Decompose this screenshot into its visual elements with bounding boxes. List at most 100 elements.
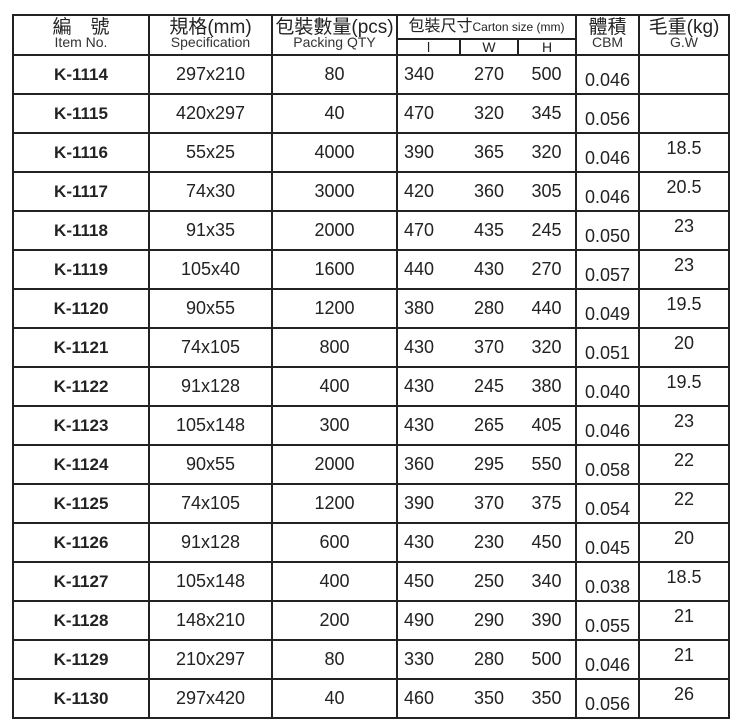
cell-spec: 74x105: [148, 327, 273, 368]
cell-item: K-1117: [12, 171, 150, 212]
cell-item: K-1116: [12, 132, 150, 173]
cell-w: 230: [460, 522, 518, 563]
cell-gw: 20.5: [638, 171, 731, 212]
cell-qty: 2000: [271, 210, 398, 251]
table-row: K-1114 297x210 80 340 270 500 0.046: [12, 54, 731, 95]
cell-w: 370: [460, 483, 518, 524]
cell-spec: 91x128: [148, 522, 273, 563]
cell-cbm: 0.046: [575, 639, 641, 680]
cell-qty: 2000: [271, 444, 398, 485]
table-row: K-1118 91x35 2000 470 435 245 0.050 23: [12, 210, 731, 251]
cell-cbm: 0.056: [575, 93, 641, 134]
cell-qty: 1200: [271, 483, 398, 524]
cell-item: K-1121: [12, 327, 150, 368]
cell-w: 245: [460, 366, 518, 407]
cell-h: 500: [518, 639, 578, 680]
header-item-zh: 編 號: [52, 17, 110, 38]
cell-gw: 26: [638, 678, 731, 719]
header-spec: 規格(mm) Specification: [148, 14, 273, 56]
cell-l: 390: [396, 132, 460, 173]
cell-l: 330: [396, 639, 460, 680]
cell-qty: 400: [271, 561, 398, 602]
header-carton-zh: 包裝尺寸: [408, 18, 473, 35]
cell-item: K-1114: [12, 54, 150, 95]
cell-l: 470: [396, 93, 460, 134]
header-gw-en: G.W: [670, 34, 699, 50]
cell-qty: 3000: [271, 171, 398, 212]
cell-l: 490: [396, 600, 460, 641]
table-row: K-1126 91x128 600 430 230 450 0.045 20: [12, 522, 731, 563]
cell-gw: 19.5: [638, 288, 731, 329]
cell-w: 280: [460, 639, 518, 680]
table-row: K-1130 297x420 40 460 350 350 0.056 26: [12, 678, 731, 719]
cell-h: 405: [518, 405, 578, 446]
cell-qty: 40: [271, 93, 398, 134]
cell-qty: 800: [271, 327, 398, 368]
header-item-en: Item No.: [54, 34, 108, 50]
cell-item: K-1118: [12, 210, 150, 251]
cell-gw: 18.5: [638, 561, 731, 602]
cell-l: 380: [396, 288, 460, 329]
table-row: K-1127 105x148 400 450 250 340 0.038 18.5: [12, 561, 731, 602]
cell-l: 420: [396, 171, 460, 212]
cell-cbm: 0.046: [575, 171, 641, 212]
cell-l: 360: [396, 444, 460, 485]
cell-gw: 23: [638, 405, 731, 446]
cell-qty: 4000: [271, 132, 398, 173]
table-row: K-1117 74x30 3000 420 360 305 0.046 20.5: [12, 171, 731, 212]
cell-gw: 21: [638, 600, 731, 641]
cell-w: 280: [460, 288, 518, 329]
cell-cbm: 0.046: [575, 54, 641, 95]
cell-w: 320: [460, 93, 518, 134]
cell-h: 305: [518, 171, 578, 212]
cell-l: 430: [396, 327, 460, 368]
cell-qty: 200: [271, 600, 398, 641]
cell-cbm: 0.054: [575, 483, 641, 524]
cell-cbm: 0.050: [575, 210, 641, 251]
cell-h: 375: [518, 483, 578, 524]
cell-l: 460: [396, 678, 460, 719]
table-row: K-1129 210x297 80 330 280 500 0.046 21: [12, 639, 731, 680]
cell-l: 430: [396, 522, 460, 563]
cell-l: 340: [396, 54, 460, 95]
header-cbm-zh: 體積: [588, 17, 627, 38]
cell-h: 550: [518, 444, 578, 485]
cell-qty: 80: [271, 54, 398, 95]
cell-w: 360: [460, 171, 518, 212]
cell-w: 430: [460, 249, 518, 290]
cell-spec: 91x128: [148, 366, 273, 407]
cell-w: 370: [460, 327, 518, 368]
header-cbm-en: CBM: [591, 34, 624, 50]
cell-h: 450: [518, 522, 578, 563]
cell-spec: 105x148: [148, 561, 273, 602]
cell-qty: 600: [271, 522, 398, 563]
cell-l: 450: [396, 561, 460, 602]
header-gw: 毛重(kg) G.W: [638, 14, 731, 56]
cell-cbm: 0.051: [575, 327, 641, 368]
cell-spec: 74x30: [148, 171, 273, 212]
cell-l: 430: [396, 405, 460, 446]
table-row: K-1125 74x105 1200 390 370 375 0.054 22: [12, 483, 731, 524]
cell-w: 265: [460, 405, 518, 446]
cell-h: 270: [518, 249, 578, 290]
cell-qty: 40: [271, 678, 398, 719]
cell-item: K-1130: [12, 678, 150, 719]
header-carton-en: Carton size (mm): [472, 20, 565, 34]
cell-item: K-1125: [12, 483, 150, 524]
table-row: K-1128 148x210 200 490 290 390 0.055 21: [12, 600, 731, 641]
cell-item: K-1120: [12, 288, 150, 329]
cell-gw: 18.5: [638, 132, 731, 173]
table-row: K-1119 105x40 1600 440 430 270 0.057 23: [12, 249, 731, 290]
cell-item: K-1127: [12, 561, 150, 602]
header-spec-en: Specification: [170, 34, 251, 50]
cell-h: 500: [518, 54, 578, 95]
cell-cbm: 0.057: [575, 249, 641, 290]
header-w: W: [459, 38, 519, 56]
cell-qty: 80: [271, 639, 398, 680]
cell-l: 440: [396, 249, 460, 290]
cell-spec: 91x35: [148, 210, 273, 251]
cell-gw: 23: [638, 249, 731, 290]
cell-h: 390: [518, 600, 578, 641]
cell-w: 250: [460, 561, 518, 602]
cell-gw: 19.5: [638, 366, 731, 407]
